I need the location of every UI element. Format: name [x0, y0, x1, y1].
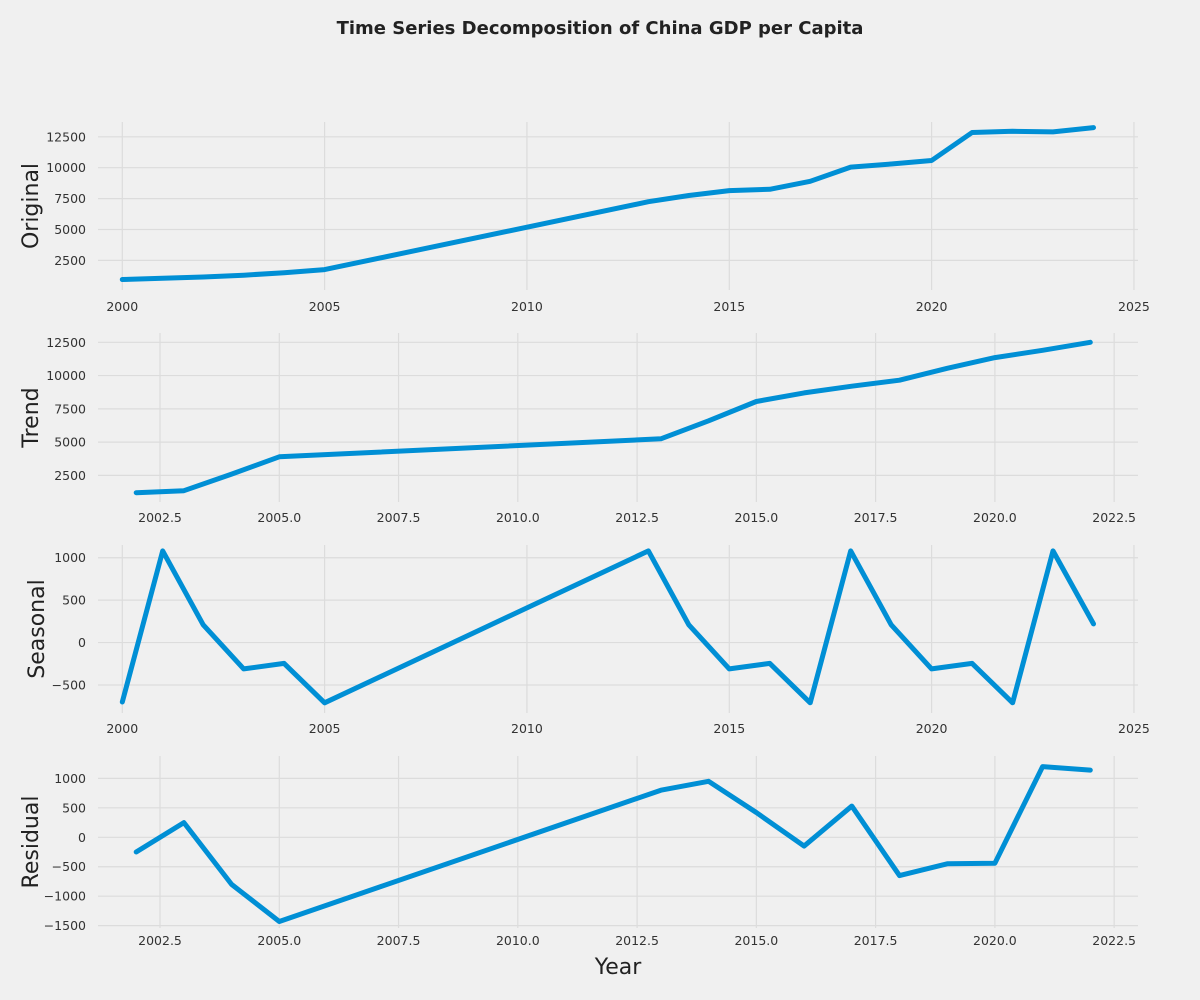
residual-x-tick-label: 2022.5	[1092, 933, 1136, 948]
residual-series-line	[133, 764, 1093, 924]
original-x-tick-label: 2010	[511, 299, 543, 314]
trend-y-tick-label: 10000	[46, 368, 86, 383]
original-x-tick-label: 2005	[309, 299, 341, 314]
seasonal-x-tick-label: 2005	[309, 721, 341, 736]
residual-y-axis-label: Residual	[19, 796, 44, 889]
trend-series-line	[133, 339, 1093, 496]
trend-x-tick-label: 2002.5	[138, 510, 182, 525]
residual-y-tick-label: −1000	[44, 889, 86, 904]
trend-panel: 2002.5 2005.0 2007.5 2010.0 2012.5 2015.0 2017…	[19, 333, 1138, 525]
residual-x-tick-label: 2015.0	[734, 933, 778, 948]
trend-x-tick-label: 2020.0	[973, 510, 1017, 525]
residual-x-tick-label: 2020.0	[973, 933, 1017, 948]
trend-x-tick-label: 2010.0	[496, 510, 540, 525]
original-y-tick-label: 2500	[54, 253, 86, 268]
residual-x-tick-label: 2007.5	[377, 933, 421, 948]
seasonal-x-tick-label: 2000	[106, 721, 138, 736]
residual-y-tick-label: −1500	[44, 918, 86, 933]
seasonal-x-tick-label: 2020	[916, 721, 948, 736]
residual-panel: 2002.5 2005.0 2007.5 2010.0 2012.5 2015.0 2017…	[19, 756, 1138, 980]
trend-x-tick-label: 2022.5	[1092, 510, 1136, 525]
trend-x-tick-label: 2015.0	[734, 510, 778, 525]
residual-x-tick-label: 2010.0	[496, 933, 540, 948]
residual-y-tick-label: 1000	[54, 771, 86, 786]
original-y-tick-label: 7500	[54, 191, 86, 206]
figure-title: Time Series Decomposition of China GDP p…	[337, 18, 864, 39]
seasonal-y-axis-label: Seasonal	[25, 579, 50, 678]
residual-x-tick-label: 2017.5	[854, 933, 898, 948]
seasonal-series-line	[119, 548, 1096, 706]
original-x-tick-label: 2025	[1118, 299, 1150, 314]
seasonal-y-tick-label: −500	[52, 678, 86, 693]
residual-y-tick-label: −500	[52, 859, 86, 874]
trend-y-axis-label: Trend	[19, 387, 44, 448]
seasonal-x-tick-label: 2010	[511, 721, 543, 736]
original-y-tick-label: 5000	[54, 222, 86, 237]
residual-y-tick-label: 500	[62, 800, 86, 815]
original-panel: 2000 2005 2010 2015 2020 2025 2500 5000 7500 1000…	[19, 122, 1150, 314]
original-y-tick-label: 10000	[46, 160, 86, 175]
original-x-tick-label: 2000	[106, 299, 138, 314]
residual-y-tick-label: 0	[78, 830, 86, 845]
trend-x-tick-label: 2017.5	[854, 510, 898, 525]
trend-x-tick-label: 2012.5	[615, 510, 659, 525]
trend-x-tick-label: 2007.5	[377, 510, 421, 525]
original-x-tick-label: 2020	[916, 299, 948, 314]
trend-y-tick-label: 7500	[54, 401, 86, 416]
original-y-axis-label: Original	[19, 163, 44, 249]
original-x-tick-label: 2015	[713, 299, 745, 314]
residual-x-tick-label: 2012.5	[615, 933, 659, 948]
trend-y-tick-label: 2500	[54, 468, 86, 483]
original-series-line	[119, 125, 1096, 282]
residual-x-axis-label: Year	[594, 955, 643, 980]
trend-x-tick-label: 2005.0	[257, 510, 301, 525]
trend-y-tick-label: 12500	[46, 335, 86, 350]
seasonal-x-tick-label: 2015	[713, 721, 745, 736]
seasonal-y-tick-label: 1000	[54, 550, 86, 565]
residual-x-tick-label: 2002.5	[138, 933, 182, 948]
seasonal-y-tick-label: 500	[62, 593, 86, 608]
original-y-tick-label: 12500	[46, 129, 86, 144]
seasonal-x-tick-label: 2025	[1118, 721, 1150, 736]
trend-y-tick-label: 5000	[54, 435, 86, 450]
seasonal-panel: 2000 2005 2010 2015 2020 2025 −500 0 500 1000 Seas…	[25, 545, 1150, 736]
seasonal-y-tick-label: 0	[78, 635, 86, 650]
residual-x-tick-label: 2005.0	[257, 933, 301, 948]
